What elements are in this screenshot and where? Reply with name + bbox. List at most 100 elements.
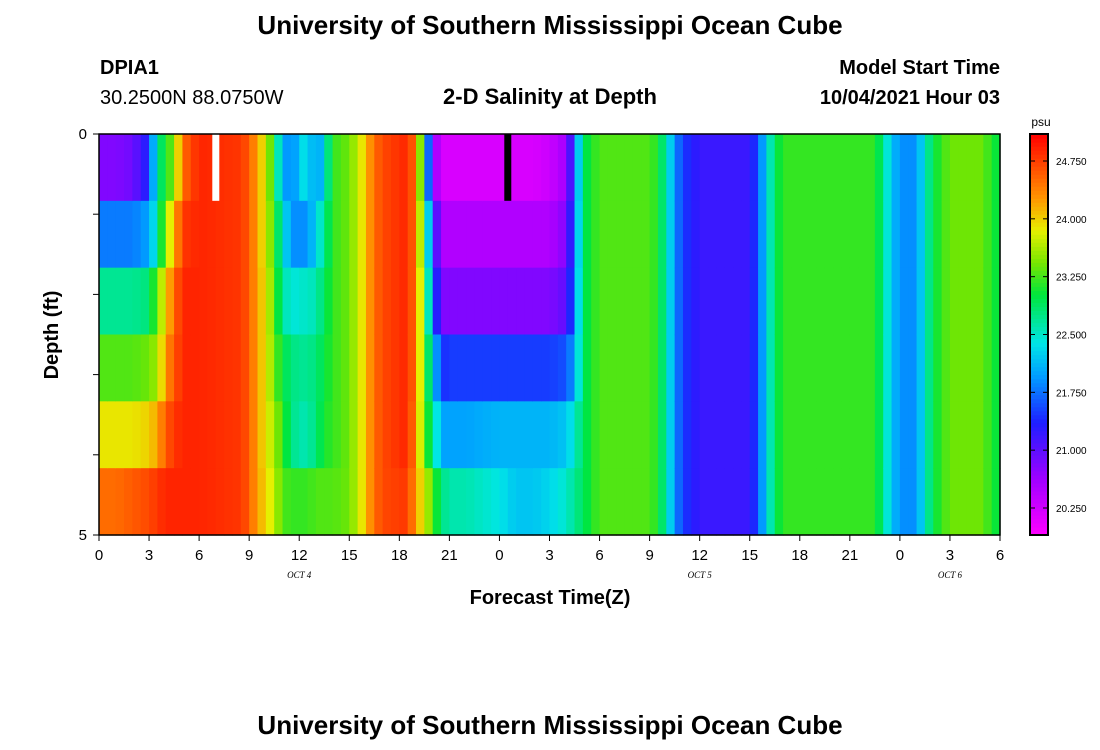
heatmap-cell: [741, 267, 751, 336]
heatmap-cell: [749, 468, 759, 536]
heatmap-cell: [499, 267, 509, 336]
heatmap-cell: [874, 468, 884, 536]
heatmap-cell: [149, 334, 158, 402]
heatmap-cell: [891, 468, 901, 536]
heatmap-cell: [541, 134, 551, 202]
heatmap-cell: [315, 200, 325, 269]
heatmap-cell: [632, 401, 642, 469]
colorbar-segment: [1030, 294, 1048, 300]
heatmap-cell: [107, 200, 117, 269]
heatmap-cell: [516, 134, 526, 202]
heatmap-cell: [491, 468, 501, 536]
heatmap-cell: [382, 334, 392, 402]
heatmap-cell: [991, 334, 1001, 402]
heatmap-cell: [507, 200, 517, 269]
heatmap-cell: [849, 134, 859, 202]
heatmap-cell: [157, 468, 167, 536]
heatmap-cell: [841, 401, 851, 469]
heatmap-cell: [466, 334, 476, 402]
heatmap-cell: [549, 401, 559, 469]
colorbar-tick-label: 21.000: [1056, 446, 1087, 457]
colorbar-segment: [1030, 286, 1048, 291]
heatmap-cell: [657, 267, 667, 336]
heatmap-cell: [382, 401, 392, 469]
heatmap-cell: [949, 401, 959, 469]
heatmap-cell: [282, 334, 292, 402]
heatmap-cell: [582, 468, 592, 536]
colorbar-segment: [1030, 358, 1048, 364]
x-tick-label: 0: [896, 547, 904, 564]
heatmap-cell: [232, 468, 242, 536]
heatmap-cell: [299, 200, 309, 269]
colorbar-segment: [1030, 458, 1048, 464]
heatmap-cell: [766, 200, 776, 269]
heatmap-cell: [215, 468, 225, 536]
heatmap-cell: [899, 468, 909, 536]
heatmap-cell: [265, 200, 275, 269]
heatmap-cell: [599, 334, 609, 402]
heatmap-cell: [157, 401, 167, 469]
heatmap-cell: [841, 267, 851, 336]
heatmap-cell: [132, 267, 142, 336]
heatmap-cell: [132, 200, 142, 269]
heatmap-cell: [441, 334, 450, 402]
heatmap-cell: [357, 401, 367, 469]
heatmap-cell: [199, 401, 209, 469]
heatmap-cell: [315, 401, 325, 469]
time-marker: [504, 134, 512, 201]
heatmap-cell: [949, 200, 959, 269]
colorbar-segment: [1030, 522, 1048, 528]
heatmap-cell: [699, 267, 709, 336]
heatmap-cell: [407, 401, 417, 469]
heatmap-cell: [899, 134, 909, 202]
colorbar-segment: [1030, 166, 1048, 171]
x-axis-label: Forecast Time(Z): [470, 587, 631, 609]
heatmap-cell: [966, 134, 976, 202]
colorbar-segment: [1030, 402, 1048, 408]
heatmap-cell: [332, 468, 342, 536]
heatmap-cell: [691, 468, 701, 536]
heatmap-cell: [257, 200, 267, 269]
heatmap-cell: [699, 200, 709, 269]
heatmap-cell: [441, 401, 450, 469]
heatmap-cell: [299, 134, 309, 202]
heatmap-cell: [449, 134, 459, 202]
heatmap-cell: [424, 468, 434, 536]
heatmap-cell: [524, 267, 534, 336]
heatmap-cell: [399, 468, 409, 536]
heatmap-cell: [149, 200, 158, 269]
heatmap-cell: [499, 468, 509, 536]
heatmap-cell: [833, 134, 843, 202]
x-tick-label: 21: [841, 547, 858, 564]
colorbar-segment: [1030, 318, 1048, 324]
heatmap-cell: [190, 468, 200, 536]
heatmap-cell: [674, 334, 684, 402]
heatmap-cell: [532, 267, 542, 336]
heatmap-cell: [791, 334, 801, 402]
colorbar-segment: [1030, 194, 1048, 199]
colorbar-segment: [1030, 222, 1048, 227]
x-tick-label: 18: [391, 547, 408, 564]
colorbar-segment: [1030, 326, 1048, 332]
colorbar-segment: [1030, 226, 1048, 231]
y-axis-label: Depth (ft): [41, 291, 63, 380]
heatmap-cell: [574, 334, 584, 402]
heatmap-cell: [407, 200, 417, 269]
colorbar-tick-label: 20.250: [1056, 504, 1087, 515]
heatmap-cell: [582, 267, 592, 336]
heatmap-cell: [124, 468, 133, 536]
heatmap-cell: [991, 468, 1001, 536]
date-label: OCT 4: [287, 570, 312, 580]
heatmap-cell: [149, 134, 158, 202]
colorbar-segment: [1030, 514, 1048, 520]
heatmap-cell: [332, 401, 342, 469]
heatmap-cell: [315, 468, 325, 536]
heatmap-cell: [641, 267, 651, 336]
colorbar-segment: [1030, 178, 1048, 183]
heatmap-cell: [215, 267, 225, 336]
colorbar-segment: [1030, 170, 1048, 175]
heatmap-cell: [783, 468, 793, 536]
heatmap-cell: [424, 401, 434, 469]
heatmap-cell: [340, 401, 350, 469]
heatmap-cell: [949, 267, 959, 336]
